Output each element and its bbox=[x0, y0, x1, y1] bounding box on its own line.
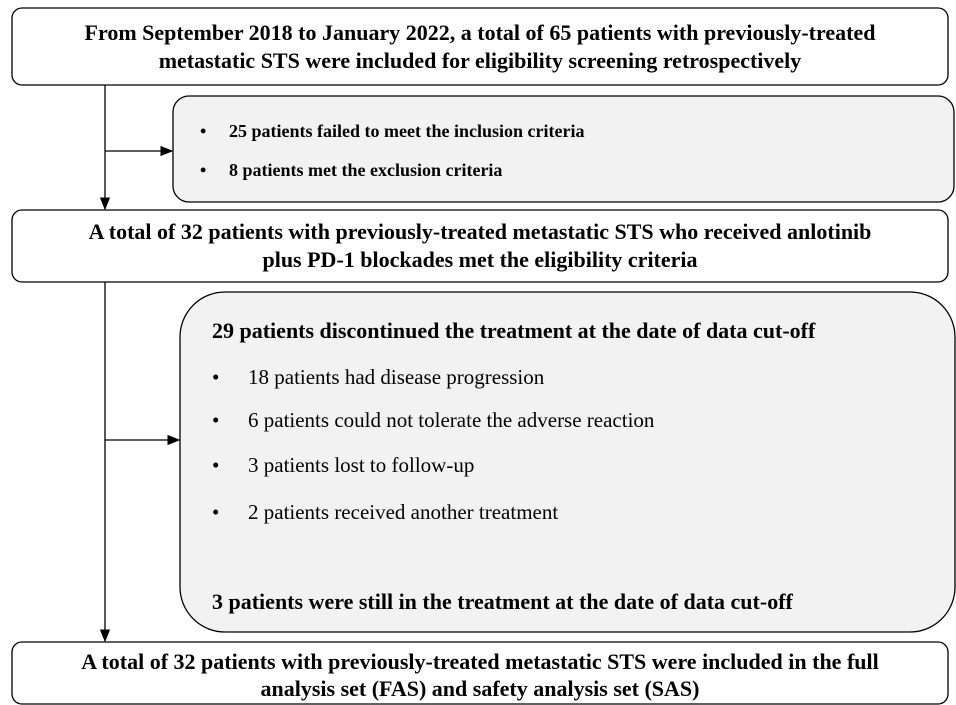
bullet: • bbox=[212, 500, 219, 524]
discontinued-box bbox=[179, 291, 956, 633]
step-text: analysis set (FAS) and safety analysis s… bbox=[260, 676, 699, 701]
step-box bbox=[11, 641, 949, 705]
discontinued-footer: 3 patients were still in the treatment a… bbox=[212, 589, 794, 614]
step-box bbox=[11, 7, 949, 86]
bullet: • bbox=[200, 160, 206, 180]
discontinued-item: 3 patients lost to follow-up bbox=[248, 453, 474, 477]
step-text: A total of 32 patients with previously-t… bbox=[81, 649, 878, 674]
exclusion-item: 25 patients failed to meet the inclusion… bbox=[229, 121, 584, 141]
step-box bbox=[11, 209, 949, 283]
exclusion-box bbox=[172, 95, 955, 203]
step-text: From September 2018 to January 2022, a t… bbox=[85, 20, 876, 45]
discontinued-item: 2 patients received another treatment bbox=[248, 500, 558, 524]
exclusion-item: 8 patients met the exclusion criteria bbox=[229, 160, 502, 180]
bullet: • bbox=[200, 121, 206, 141]
discontinued-item: 6 patients could not tolerate the advers… bbox=[248, 408, 655, 432]
bullet: • bbox=[212, 408, 219, 432]
step-text: plus PD-1 blockades met the eligibility … bbox=[262, 247, 697, 272]
discontinued-heading: 29 patients discontinued the treatment a… bbox=[212, 318, 816, 343]
bullet: • bbox=[212, 453, 219, 477]
step-text: A total of 32 patients with previously-t… bbox=[89, 219, 872, 244]
step-text: metastatic STS were included for eligibi… bbox=[159, 48, 802, 73]
discontinued-item: 18 patients had disease progression bbox=[248, 365, 545, 389]
bullet: • bbox=[212, 365, 219, 389]
